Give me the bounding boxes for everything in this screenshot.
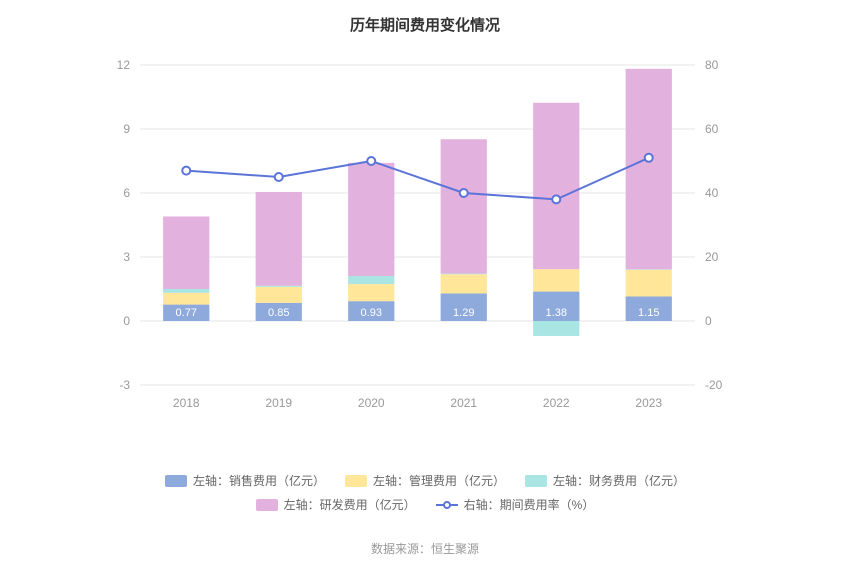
- legend-label: 左轴：研发费用（亿元）: [284, 494, 416, 516]
- marker-rate: [275, 173, 283, 181]
- legend-item-mgmt[interactable]: 左轴：管理费用（亿元）: [345, 470, 505, 492]
- legend-label: 右轴：期间费用率（%）: [464, 494, 595, 516]
- bar-value-label: 0.77: [176, 307, 197, 319]
- bar-rd: [256, 192, 302, 286]
- svg-text:80: 80: [705, 58, 719, 72]
- svg-text:0: 0: [123, 314, 130, 328]
- bar-finance: [441, 274, 487, 275]
- chart-title: 历年期间费用变化情况: [0, 0, 850, 35]
- marker-rate: [182, 167, 190, 175]
- bar-rd: [441, 139, 487, 273]
- svg-text:-20: -20: [705, 378, 723, 392]
- bar-mgmt: [533, 269, 579, 291]
- legend-row: 左轴：研发费用（亿元） 右轴：期间费用率（%）: [0, 494, 850, 518]
- svg-text:-3: -3: [119, 378, 130, 392]
- bar-finance: [533, 321, 579, 336]
- svg-text:2021: 2021: [450, 396, 477, 410]
- marker-rate: [645, 154, 653, 162]
- bar-rd: [626, 69, 672, 270]
- legend-item-sales[interactable]: 左轴：销售费用（亿元）: [165, 470, 325, 492]
- svg-text:2022: 2022: [543, 396, 570, 410]
- bar-finance: [163, 289, 209, 293]
- legend-label: 左轴：财务费用（亿元）: [553, 470, 685, 492]
- legend-swatch: [345, 475, 367, 487]
- legend-line-swatch: [436, 499, 458, 511]
- legend-label: 左轴：管理费用（亿元）: [373, 470, 505, 492]
- svg-text:2018: 2018: [173, 396, 200, 410]
- legend-row: 左轴：销售费用（亿元） 左轴：管理费用（亿元） 左轴：财务费用（亿元）: [0, 470, 850, 494]
- bar-finance: [256, 286, 302, 287]
- chart-legend: 左轴：销售费用（亿元）左轴：管理费用（亿元）左轴：财务费用（亿元）左轴：研发费用…: [0, 470, 850, 518]
- bar-value-label: 1.15: [638, 307, 659, 319]
- legend-item-rd[interactable]: 左轴：研发费用（亿元）: [256, 494, 416, 516]
- svg-text:2020: 2020: [358, 396, 385, 410]
- svg-text:40: 40: [705, 186, 719, 200]
- bar-rd: [163, 216, 209, 289]
- svg-text:0: 0: [705, 314, 712, 328]
- bar-rd: [348, 163, 394, 276]
- chart-svg: -3 0 3 6 9 12 -20 0 20 40 60 80 2018 2019 2020 2021 2022…: [100, 55, 740, 425]
- bar-mgmt: [163, 293, 209, 305]
- svg-text:2019: 2019: [265, 396, 292, 410]
- bar-mgmt: [626, 270, 672, 297]
- legend-item-finance[interactable]: 左轴：财务费用（亿元）: [525, 470, 685, 492]
- bar-rd: [533, 103, 579, 269]
- legend-label: 左轴：销售费用（亿元）: [193, 470, 325, 492]
- legend-swatch: [256, 499, 278, 511]
- bar-mgmt: [348, 284, 394, 301]
- bar-value-label: 1.38: [546, 307, 567, 319]
- chart-source: 数据来源：恒生聚源: [0, 540, 850, 557]
- svg-text:12: 12: [117, 58, 131, 72]
- chart-plot-area: -3 0 3 6 9 12 -20 0 20 40 60 80 2018 2019 2020 2021 2022…: [100, 55, 740, 425]
- svg-text:2023: 2023: [635, 396, 662, 410]
- bar-mgmt: [256, 287, 302, 303]
- svg-text:3: 3: [123, 250, 130, 264]
- marker-rate: [552, 195, 560, 203]
- bar-mgmt: [441, 274, 487, 293]
- marker-rate: [367, 157, 375, 165]
- bar-finance: [348, 276, 394, 284]
- bar-value-label: 0.93: [361, 307, 382, 319]
- svg-text:20: 20: [705, 250, 719, 264]
- marker-rate: [460, 189, 468, 197]
- bar-value-label: 0.85: [268, 307, 289, 319]
- bar-value-label: 1.29: [453, 307, 474, 319]
- legend-swatch: [525, 475, 547, 487]
- chart-container: 历年期间费用变化情况 -3 0 3 6 9 12 -20 0 20 40 60 80 2018 2019 2…: [0, 0, 850, 575]
- svg-text:60: 60: [705, 122, 719, 136]
- legend-swatch: [165, 475, 187, 487]
- legend-item-rate[interactable]: 右轴：期间费用率（%）: [436, 494, 595, 516]
- svg-text:6: 6: [123, 186, 130, 200]
- svg-text:9: 9: [123, 122, 130, 136]
